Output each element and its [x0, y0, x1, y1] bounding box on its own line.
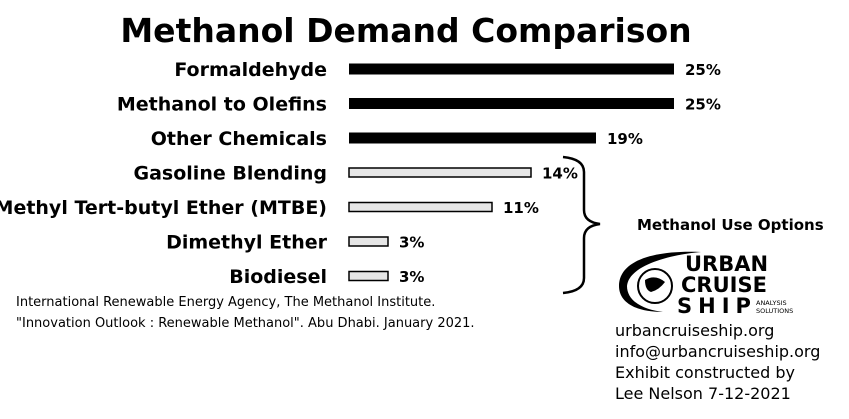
category-label: Biodiesel	[229, 266, 327, 288]
logo-word-3: SHIP	[677, 294, 757, 318]
source-line-2: "Innovation Outlook : Renewable Methanol…	[16, 316, 475, 331]
data-label: 25%	[685, 96, 721, 114]
logo-word-1: URBAN	[685, 252, 768, 276]
bar	[349, 63, 674, 75]
category-label: Formaldehyde	[174, 59, 327, 81]
category-label: Other Chemicals	[151, 128, 327, 150]
bars-group: Formaldehyde 25% Methanol to Olefins 25% Oth…	[0, 59, 721, 288]
bar	[348, 236, 389, 247]
source-citation: International Renewable Energy Agency, T…	[16, 292, 475, 334]
logo-tagline-1: ANALYSIS	[756, 299, 787, 307]
data-label: 11%	[503, 199, 539, 217]
data-label: 3%	[399, 268, 424, 286]
category-label: Methyl Tert-butyl Ether (MTBE)	[0, 197, 327, 219]
group-annotation: Methanol Use Options	[637, 216, 824, 234]
logo-swoosh-icon	[619, 251, 701, 312]
bar	[348, 270, 389, 282]
logo-word-2: CRUISE	[681, 273, 767, 297]
bar	[349, 132, 596, 144]
logo-tagline-2: SOLUTIONS	[756, 307, 793, 315]
credits-email: info@urbancruiseship.org	[615, 342, 821, 361]
category-label: Gasoline Blending	[134, 163, 327, 185]
category-label: Dimethyl Ether	[166, 232, 328, 254]
source-line-1: International Renewable Energy Agency, T…	[16, 295, 436, 310]
credits-author-line-2: Lee Nelson 7-12-2021	[615, 384, 791, 403]
data-label: 25%	[685, 61, 721, 79]
credits-author-line-1: Exhibit constructed by	[615, 363, 795, 382]
group-brace	[562, 155, 601, 295]
chart-title: Methanol Demand Comparison	[120, 11, 691, 50]
credits-website: urbancruiseship.org	[615, 321, 775, 340]
credits: urbancruiseship.org info@urbancruiseship…	[615, 320, 820, 404]
data-label: 14%	[542, 165, 578, 183]
urban-cruise-ship-logo: URBAN CRUISE SHIP ANALYSIS SOLUTIONS	[619, 251, 793, 318]
bar	[348, 201, 493, 213]
data-label: 19%	[607, 130, 643, 148]
bar	[348, 167, 532, 178]
data-label: 3%	[399, 234, 424, 252]
bar	[349, 98, 674, 109]
category-label: Methanol to Olefins	[117, 94, 327, 116]
